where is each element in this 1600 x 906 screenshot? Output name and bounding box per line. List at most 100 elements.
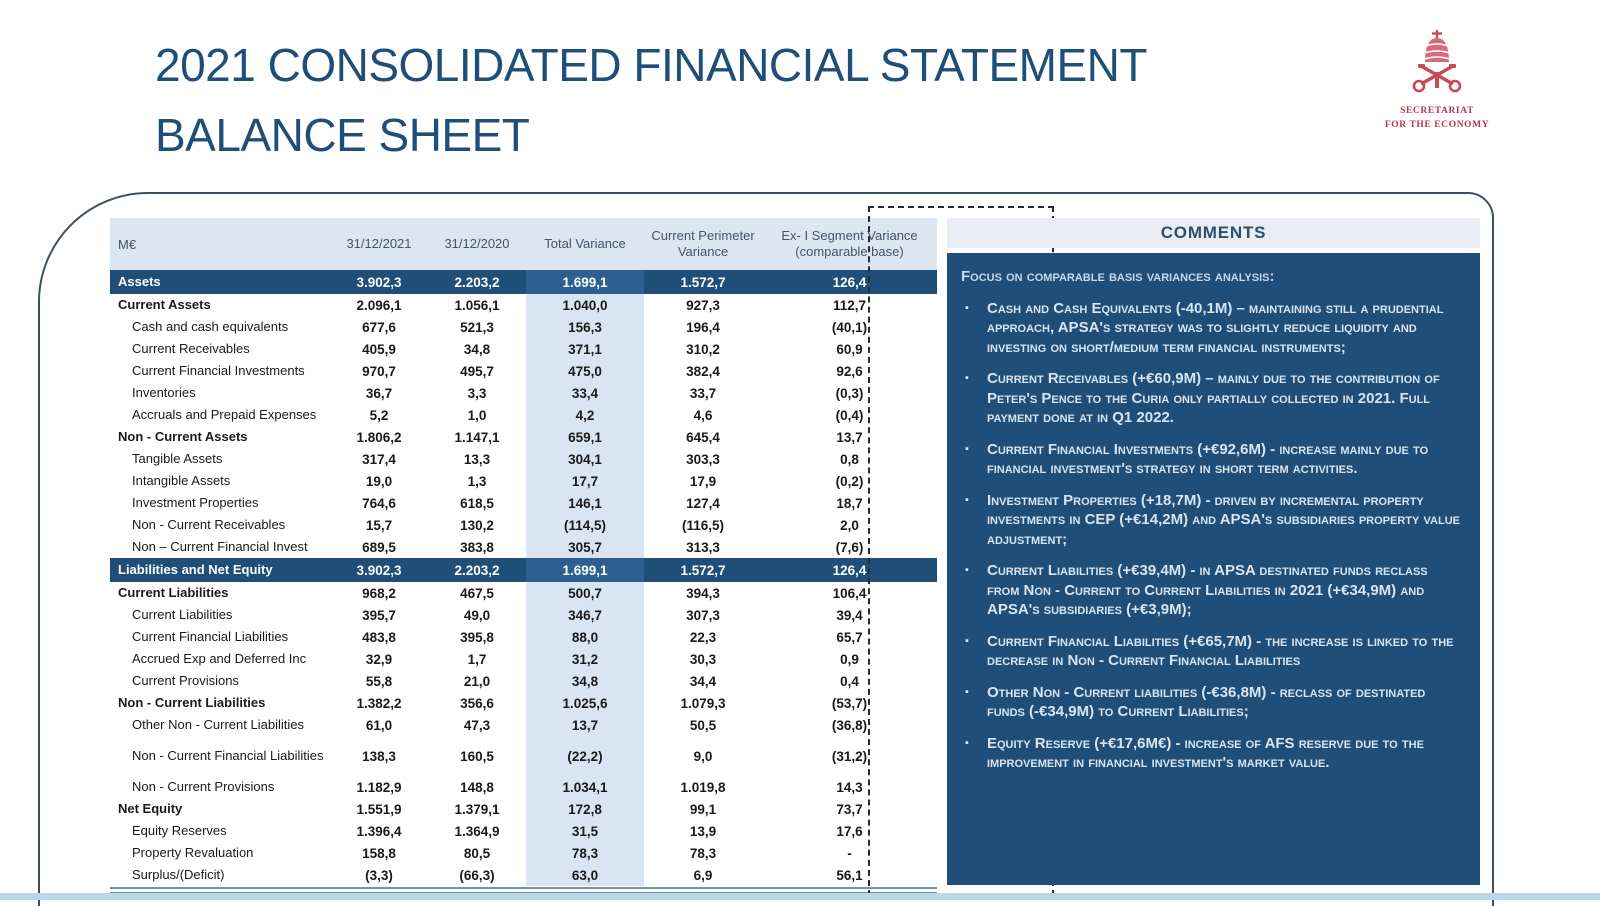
table-row: Assets 3.902,3 2.203,2 1.699,1 1.572,7 126,4 <box>110 270 937 294</box>
comments-section: COMMENTS Focus on comparable basis varia… <box>947 218 1480 885</box>
table-row: Current Provisions 55,8 21,0 34,8 34,4 0,4 <box>110 670 937 692</box>
row-value: 1.551,9 <box>356 801 402 817</box>
row-value: 65,7 <box>836 629 863 645</box>
row-value: 88,0 <box>526 626 644 648</box>
row-label: Cash and cash equivalents <box>132 318 289 334</box>
row-value: 4,2 <box>526 404 644 426</box>
row-value: 2.203,2 <box>454 274 500 290</box>
row-label: Current Financial Investments <box>132 362 305 378</box>
table-row: Current Liabilities 968,2 467,5 500,7 394,3 1… <box>110 582 937 604</box>
row-value: 1.019,8 <box>680 779 726 795</box>
bullet-icon: ▪ <box>965 372 969 384</box>
row-value: 130,2 <box>460 517 494 533</box>
title-line-2: BALANCE SHEET <box>155 109 530 161</box>
logo-caption-line-2: FOR THE ECONOMY <box>1384 120 1490 131</box>
row-value: 78,3 <box>526 842 644 864</box>
table-row: Cash and cash equivalents 677,6 521,3 156,3… <box>110 316 937 338</box>
row-value: 5,2 <box>369 407 389 423</box>
unit-label: M€ <box>118 236 137 252</box>
row-value: 14,3 <box>836 779 863 795</box>
row-value: 1.396,4 <box>356 823 402 839</box>
row-value: 92,6 <box>836 363 863 379</box>
row-value: 127,4 <box>686 495 720 511</box>
column-header-4: Ex- I Segment Variance (comparable base) <box>781 227 918 259</box>
row-value: 0,9 <box>840 651 859 667</box>
table-row: Net Equity 1.551,9 1.379,1 172,8 99,1 73,7 <box>110 798 937 820</box>
row-value: 0,4 <box>840 673 859 689</box>
row-value: 1,0 <box>467 407 487 423</box>
comment-item-0: ▪ Cash and Cash Equivalents (-40,1M) – ma… <box>961 299 1462 358</box>
row-value: 13,3 <box>463 451 491 467</box>
row-value: 3.902,3 <box>356 562 402 578</box>
row-value: 395,7 <box>362 607 396 623</box>
table-row: Non - Current Provisions 1.182,9 148,8 1.03… <box>110 776 937 798</box>
table-row: Surplus/(Deficit) (3,3) (66,3) 63,0 6,9 56,1 <box>110 864 937 886</box>
title-line-1: 2021 CONSOLIDATED FINANCIAL STATEMENT <box>155 39 1148 91</box>
row-value: 1.034,1 <box>526 776 644 798</box>
row-value: 126,4 <box>832 562 867 578</box>
row-value: 689,5 <box>362 539 396 555</box>
column-header-2: Total Variance <box>544 235 626 251</box>
row-value: 21,0 <box>463 673 491 689</box>
comment-item-5: ▪ Current Financial Liabilities (+€65,7M)… <box>961 632 1462 671</box>
row-value: 61,0 <box>365 717 393 733</box>
row-value: 1.364,9 <box>454 823 500 839</box>
bullet-icon: ▪ <box>965 564 969 576</box>
table-row: Non - Current Receivables 15,7 130,2 (114,5… <box>110 514 937 536</box>
table-row: Non - Current Liabilities 1.382,2 356,6 1.0… <box>110 692 937 714</box>
row-value: (53,7) <box>831 695 868 711</box>
row-value: 659,1 <box>526 426 644 448</box>
organization-logo: SECRETARIAT FOR THE ECONOMY <box>1372 28 1502 133</box>
row-value: 17,9 <box>689 473 717 489</box>
table-row: Other Non - Current Liabilities 61,0 47,3 1… <box>110 714 937 736</box>
row-value: 2.096,1 <box>356 297 402 313</box>
row-label: Tangible Assets <box>132 450 223 466</box>
comment-item-2: ▪ Current Financial Investments (+€92,6M)… <box>961 440 1462 479</box>
row-value: 307,3 <box>686 607 720 623</box>
row-label: Current Liabilities <box>118 584 229 600</box>
bullet-icon: ▪ <box>965 301 969 314</box>
row-label: Liabilities and Net Equity <box>118 561 273 577</box>
row-value: (66,3) <box>459 867 495 883</box>
row-value: 18,7 <box>836 495 863 511</box>
row-value: 19,0 <box>365 473 393 489</box>
comment-item-4: ▪ Current Liabilities (+€39,4M) - in APSA… <box>961 561 1462 620</box>
comment-item-7: ▪ Equity Reserve (+€17,6M€) - increase of… <box>961 734 1462 773</box>
row-value: 17,7 <box>526 470 644 492</box>
column-header-3: Current Perimeter Variance <box>651 227 755 259</box>
row-label: Current Liabilities <box>132 606 233 622</box>
row-label: Inventories <box>132 384 196 400</box>
row-label: Non - Current Receivables <box>132 516 286 532</box>
bullet-icon: ▪ <box>965 634 969 647</box>
row-value: 970,7 <box>362 363 396 379</box>
row-value: 383,8 <box>460 539 494 555</box>
row-value: 49,0 <box>463 607 491 623</box>
row-value: 313,3 <box>686 539 720 555</box>
table-row: Non – Current Financial Invest 689,5 383,8… <box>110 536 937 558</box>
row-value: 968,2 <box>362 585 396 601</box>
row-value: 106,4 <box>832 585 867 601</box>
row-value: 1,7 <box>467 651 487 667</box>
balance-sheet-table: M€ 31/12/2021 31/12/2020 Total Variance Cur… <box>110 218 937 894</box>
table-row: Tangible Assets 317,4 13,3 304,1 303,3 0,8 <box>110 448 937 470</box>
bottom-accent-strip <box>0 893 1600 900</box>
row-label: Surplus/(Deficit) <box>132 866 225 882</box>
row-value: 1.572,7 <box>680 562 726 578</box>
row-value: 60,9 <box>836 341 863 357</box>
row-value: 1.040,0 <box>526 294 644 316</box>
row-value: 0,8 <box>840 451 859 467</box>
row-value: 317,4 <box>362 451 396 467</box>
row-value: 158,8 <box>362 845 396 861</box>
row-value: 34,8 <box>526 670 644 692</box>
row-value: 1.699,1 <box>526 558 644 582</box>
table-row: Accrued Exp and Deferred Inc 32,9 1,7 31,2 3… <box>110 648 937 670</box>
row-value: 500,7 <box>526 582 644 604</box>
row-value: (0,3) <box>835 385 864 401</box>
row-value: 1.572,7 <box>680 274 726 290</box>
row-value: 34,8 <box>463 341 491 357</box>
row-value: 677,6 <box>362 319 396 335</box>
comments-panel: Focus on comparable basis variances anal… <box>947 253 1480 885</box>
row-value: 1.379,1 <box>454 801 500 817</box>
column-header-1: 31/12/2020 <box>444 235 510 251</box>
row-value: 36,7 <box>365 385 393 401</box>
